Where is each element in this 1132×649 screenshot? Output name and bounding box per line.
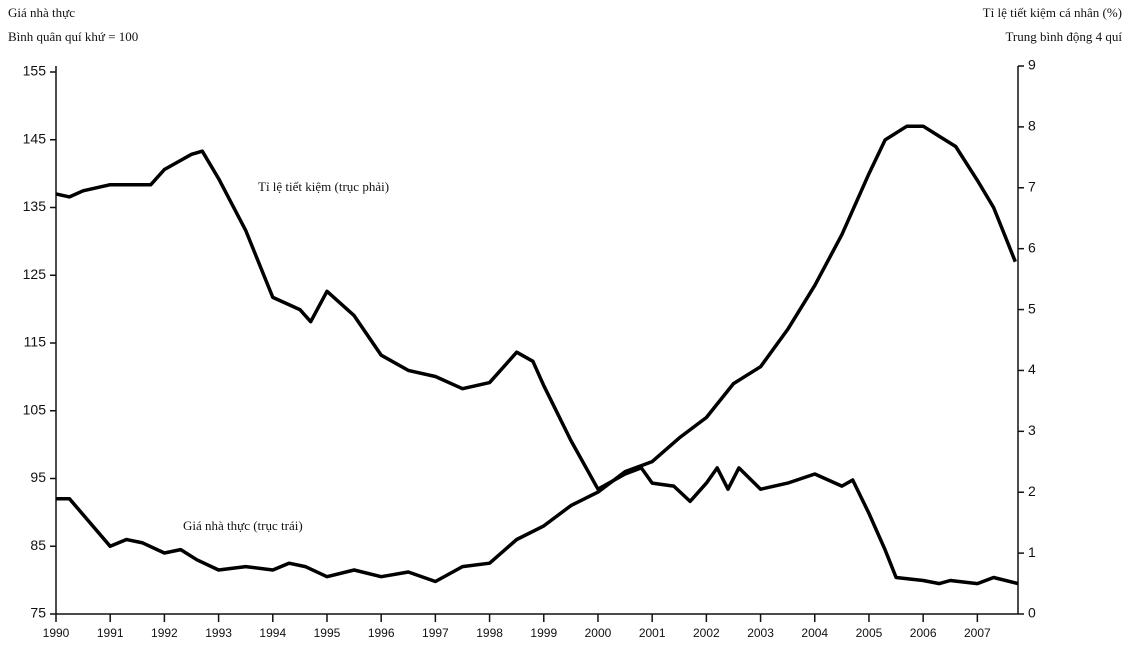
x-tick-label: 1995	[314, 626, 341, 640]
x-tick-label: 1998	[476, 626, 503, 640]
x-tick-label: 1999	[530, 626, 557, 640]
x-tick-label: 1997	[422, 626, 449, 640]
x-tick-label: 1994	[259, 626, 286, 640]
y-tick-label: 95	[30, 469, 46, 485]
y-tick-label: 125	[23, 266, 47, 282]
x-tick-label: 1990	[43, 626, 70, 640]
y-tick-label: 145	[23, 130, 47, 146]
y-tick-label: 115	[24, 334, 47, 350]
y2-tick-label: 1	[1028, 544, 1036, 560]
y-tick-label: 85	[30, 537, 46, 553]
y2-tick-label: 0	[1028, 605, 1036, 621]
y2-tick-label: 4	[1028, 361, 1036, 377]
y2-tick-label: 2	[1028, 483, 1036, 499]
y-tick-label: 135	[23, 198, 47, 214]
x-tick-label: 1996	[368, 626, 395, 640]
x-tick-label: 2000	[585, 626, 612, 640]
x-tick-label: 2005	[856, 626, 883, 640]
annotation: Tỉ lệ tiết kiệm (trục phải)	[258, 179, 389, 194]
x-tick-label: 1992	[151, 626, 178, 640]
y2-tick-label: 5	[1028, 300, 1036, 316]
y2-tick-label: 7	[1028, 178, 1036, 194]
y-title: Bình quân quí khứ = 100	[8, 29, 138, 44]
x-tick-label: 2007	[964, 626, 991, 640]
y2-title: Trung bình động 4 quí	[1005, 29, 1122, 44]
series-line	[56, 124, 1017, 584]
series-line	[55, 149, 1019, 586]
y2-tick-label: 8	[1028, 118, 1036, 134]
y-tick-label: 105	[23, 401, 47, 417]
x-tick-label: 1993	[205, 626, 232, 640]
y2-tick-label: 9	[1028, 57, 1036, 73]
x-tick-label: 2004	[801, 626, 828, 640]
y-tick-label: 155	[23, 63, 47, 79]
y2-tick-label: 3	[1028, 422, 1036, 438]
y2-title: Tỉ lệ tiết kiệm cá nhân (%)	[983, 5, 1122, 20]
y2-tick-label: 6	[1028, 239, 1036, 255]
annotation: Giá nhà thực (trục trái)	[183, 518, 303, 533]
y-title: Giá nhà thực	[8, 5, 75, 20]
y-tick-label: 75	[30, 605, 46, 621]
x-tick-label: 2006	[910, 626, 937, 640]
x-tick-label: 2001	[639, 626, 666, 640]
x-tick-label: 2003	[747, 626, 774, 640]
x-tick-label: 2002	[693, 626, 720, 640]
x-tick-label: 1991	[97, 626, 124, 640]
